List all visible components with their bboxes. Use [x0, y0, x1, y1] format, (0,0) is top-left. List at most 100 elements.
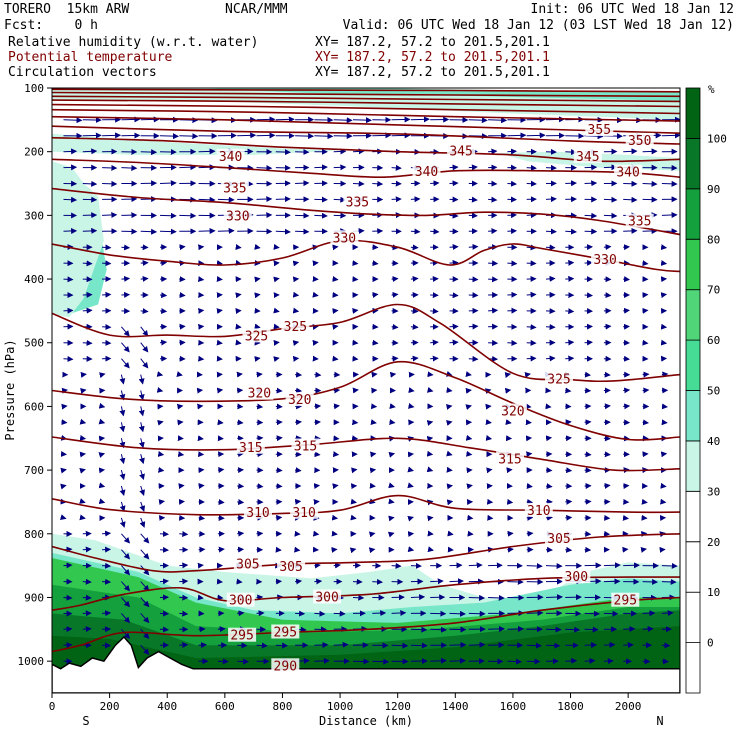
- valid-label: Valid: 06 UTC Wed 18 Jan 12 (03 LST Wed …: [342, 18, 734, 33]
- theta-label-bg: [226, 592, 255, 607]
- circulation-vector: [467, 514, 474, 521]
- circulation-vector: [275, 116, 295, 123]
- colorbar-segment: [685, 642, 701, 694]
- circulation-vector: [468, 641, 486, 648]
- circulation-vector: [119, 517, 126, 528]
- circulation-vector: [352, 307, 359, 314]
- circulation-vector: [197, 435, 204, 442]
- theta-label: 325: [547, 373, 570, 388]
- circulation-vector: [256, 610, 265, 617]
- circulation-vector: [159, 339, 168, 346]
- circulation-vector: [368, 531, 376, 538]
- circulation-vector: [159, 530, 169, 537]
- circulation-vector: [410, 594, 426, 601]
- circulation-vector: [445, 370, 453, 377]
- terrain: [52, 635, 680, 693]
- circulation-vector: [545, 196, 557, 203]
- circulation-vector: [642, 227, 658, 234]
- circulation-vector: [507, 180, 517, 187]
- circulation-vector: [565, 435, 572, 442]
- circulation-vector: [524, 371, 531, 378]
- circulation-vector: [468, 276, 479, 283]
- circulation-vector: [332, 244, 339, 251]
- theta-contour-370: [52, 99, 680, 108]
- circulation-vector: [642, 387, 650, 394]
- circulation-vector: [99, 372, 106, 379]
- theta-label-bg: [290, 504, 319, 519]
- circulation-vector: [295, 387, 303, 394]
- circulation-vector: [159, 578, 169, 585]
- colorbar-segment: [685, 591, 701, 644]
- circulation-vector: [273, 307, 280, 314]
- circulation-vector: [545, 324, 556, 331]
- circulation-vector: [332, 483, 339, 490]
- circulation-vector: [623, 626, 636, 633]
- theta-label-bg: [245, 385, 274, 400]
- circulation-vector: [63, 307, 74, 314]
- circulation-vector: [333, 562, 341, 569]
- circulation-vector: [526, 498, 534, 505]
- circulation-vector: [98, 418, 106, 425]
- theta-contour-335: [52, 187, 680, 236]
- circulation-vector: [256, 642, 268, 649]
- theta-label: 310: [527, 504, 550, 519]
- circulation-vector: [121, 165, 138, 171]
- terrain-profile: [52, 635, 680, 693]
- circulation-vector: [102, 562, 112, 569]
- circulation-vector: [507, 291, 518, 298]
- circulation-vector: [372, 339, 379, 346]
- circulation-vector: [156, 387, 164, 393]
- circulation-vector: [198, 642, 207, 649]
- x-tick-label: 1400: [442, 700, 469, 713]
- y-tick-label: 900: [24, 591, 44, 604]
- circulation-vector: [410, 323, 419, 330]
- circulation-vector: [197, 562, 204, 569]
- circulation-vector: [526, 324, 537, 331]
- circulation-vector: [157, 450, 165, 457]
- circulation-vector: [391, 276, 399, 283]
- circulation-vector: [371, 371, 378, 378]
- circulation-vector: [426, 420, 434, 426]
- circulation-vector: [526, 563, 543, 569]
- x-tick-label: 200: [100, 700, 120, 713]
- init-label: Init: 06 UTC Wed 18 Jan 12: [530, 2, 735, 17]
- forecast-label: Fcst: 0 h: [4, 18, 98, 33]
- circulation-vector: [372, 180, 384, 187]
- circulation-vector: [468, 323, 479, 330]
- circulation-vector: [102, 530, 112, 537]
- circulation-vector: [273, 276, 280, 283]
- circulation-vector: [603, 451, 611, 458]
- circulation-vector: [660, 260, 668, 266]
- circulation-vector: [661, 610, 674, 617]
- circulation-vector: [254, 356, 261, 362]
- theta-label-bg: [591, 251, 620, 266]
- circulation-vector: [388, 482, 395, 489]
- circulation-vector: [314, 578, 323, 585]
- theta-labels: 290 295 295 295 300 300 300 305 305 305 310 310 310 3…: [216, 122, 654, 674]
- theta-contour-360: [52, 108, 680, 122]
- circulation-vector: [59, 514, 67, 521]
- circulation-vector: [565, 657, 578, 664]
- circulation-vector: [177, 451, 185, 458]
- circulation-vector: [660, 482, 667, 489]
- circulation-vector: [121, 342, 130, 353]
- circulation-vector: [504, 372, 512, 378]
- circulation-vector: [102, 339, 112, 346]
- circulation-vector: [102, 610, 112, 617]
- circulation-vector: [449, 212, 459, 219]
- circulation-vector: [468, 117, 488, 124]
- field-label-theta: Potential temperature: [8, 50, 173, 65]
- circulation-vector: [486, 467, 493, 474]
- circulation-vector: [294, 546, 301, 553]
- circulation-vector: [295, 228, 310, 235]
- circulation-vector: [430, 657, 447, 664]
- circulation-vector: [565, 387, 572, 394]
- circulation-vector: [237, 530, 245, 537]
- circulation-vector: [526, 483, 533, 490]
- circulation-vector: [410, 228, 421, 235]
- theta-label-bg: [545, 530, 573, 545]
- y-tick-label: 500: [24, 337, 44, 350]
- colorbar-segment: [685, 289, 701, 341]
- circulation-vector: [217, 499, 225, 505]
